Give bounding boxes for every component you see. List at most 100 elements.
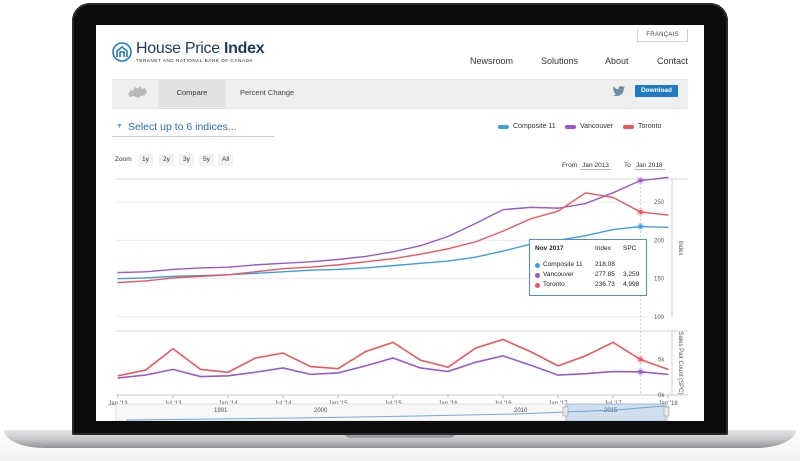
spc-point	[667, 373, 669, 375]
range-to-value[interactable]: Jan 2018	[633, 162, 665, 170]
index-point	[612, 192, 614, 194]
tab-percent-change[interactable]: Percent Change	[240, 88, 295, 97]
spc-point	[419, 359, 422, 361]
index-point	[117, 278, 119, 280]
zoom-all-button[interactable]: All	[218, 154, 234, 166]
range-from-value[interactable]: Jan 2013	[580, 162, 611, 170]
range-to[interactable]: To Jan 2018	[624, 162, 665, 170]
spc-point	[144, 369, 147, 371]
language-toggle[interactable]: FRANÇAIS	[637, 29, 688, 42]
index-tick-label: 200	[654, 238, 665, 244]
spc-point	[227, 371, 229, 373]
index-point	[419, 262, 422, 264]
download-button[interactable]: Download	[635, 85, 678, 97]
legend-vancouver[interactable]: Vancouver	[565, 123, 613, 130]
index-point	[392, 251, 394, 253]
tooltip-name: Composite 11	[543, 261, 583, 268]
index-point	[529, 206, 532, 208]
spc-point	[474, 347, 477, 349]
spc-point	[364, 351, 367, 353]
spc-point	[309, 373, 312, 375]
zoom-5y-button[interactable]: 5y	[199, 154, 214, 166]
index-point	[227, 274, 229, 276]
canada-map-icon[interactable]	[126, 84, 150, 100]
index-point	[474, 222, 477, 225]
spc-point	[144, 374, 147, 376]
hover-point	[638, 209, 643, 214]
index-point	[254, 271, 257, 273]
nav-about[interactable]: About	[605, 56, 629, 66]
house-logo-icon	[112, 42, 132, 62]
chart-tooltip: Nov 2017 Index SPC Composite 11 218.08 V…	[529, 239, 647, 296]
zoom-label: Zoom	[115, 156, 132, 163]
index-point	[254, 272, 257, 274]
tooltip-row-vancouver: Vancouver 277.85 3,259	[535, 271, 645, 281]
spc-point	[447, 366, 449, 368]
index-point	[364, 255, 367, 258]
selector-underline	[112, 136, 274, 137]
tooltip-row-toronto: Toronto 236.73 4,998	[535, 281, 645, 291]
dropdown-caret-icon[interactable]: ▼	[116, 123, 123, 130]
spc-point	[254, 371, 257, 373]
index-point	[392, 265, 394, 267]
nav-solutions[interactable]: Solutions	[541, 56, 579, 66]
index-point	[502, 209, 504, 211]
legend-swatch	[565, 124, 576, 129]
twitter-icon[interactable]	[613, 86, 625, 96]
spc-point	[364, 365, 367, 367]
index-point	[337, 268, 339, 271]
tooltip-index-value: 218.08	[595, 261, 615, 268]
legend-toronto[interactable]: Toronto	[623, 123, 661, 130]
logo-title[interactable]: House Price Index	[136, 40, 265, 58]
navigator-selection	[565, 403, 667, 421]
index-point	[172, 277, 174, 279]
index-point	[667, 226, 669, 228]
index-point	[419, 245, 422, 247]
zoom-2y-button[interactable]: 2y	[159, 154, 174, 166]
legend-composite-11[interactable]: Composite 11	[498, 123, 556, 130]
tooltip-spc-value: 4,998	[623, 281, 640, 288]
zoom-1y-button[interactable]: 1y	[138, 154, 153, 166]
spc-point	[584, 373, 587, 375]
spc-point	[199, 375, 202, 378]
spc-point	[282, 367, 284, 369]
spc-axis-title: Sales Pair Count (SPC)	[677, 331, 683, 394]
index-point	[309, 266, 312, 268]
tab-compare[interactable]: Compare	[158, 79, 226, 107]
index-point	[447, 235, 449, 238]
nav-newsroom[interactable]: Newsroom	[470, 56, 514, 66]
navigator-year-label: 2015	[604, 408, 618, 414]
house-price-chart[interactable]: 100 150 200 250 Index 0k 5k Sales Pair Count (S…	[96, 171, 704, 421]
zoom-3y-button[interactable]: 3y	[179, 154, 194, 166]
spc-point	[612, 370, 614, 373]
nav-contact[interactable]: Contact	[657, 56, 689, 66]
index-tick-label: 150	[654, 277, 665, 283]
index-point	[529, 218, 532, 220]
spc-point	[502, 338, 504, 341]
index-selector[interactable]: Select up to 6 indices...	[128, 121, 237, 133]
index-point	[254, 264, 257, 266]
index-point	[144, 277, 147, 279]
index-point	[282, 262, 284, 264]
logo-title-light: House Price	[136, 40, 224, 57]
index-point	[227, 266, 229, 268]
spc-point	[584, 355, 587, 357]
spc-point	[172, 368, 174, 370]
tooltip-row-composite-11: Composite 11 218.08	[535, 261, 645, 271]
tooltip-name: Toronto	[543, 281, 565, 288]
tooltip-spc-header: SPC	[623, 245, 637, 252]
spc-tick-label: 0k	[658, 393, 665, 399]
hover-point	[638, 369, 643, 374]
hover-point	[638, 224, 643, 229]
navigator-handle-right	[663, 406, 670, 417]
spc-point	[447, 370, 449, 373]
spc-point	[172, 348, 174, 350]
range-to-label: To	[624, 162, 631, 169]
index-point	[557, 207, 559, 209]
index-point	[667, 214, 669, 216]
spc-point	[309, 365, 312, 368]
index-tick-label: 100	[654, 315, 665, 321]
range-from[interactable]: From Jan 2013	[562, 162, 611, 170]
legend-label: Composite 11	[513, 123, 556, 130]
index-point	[364, 261, 367, 263]
